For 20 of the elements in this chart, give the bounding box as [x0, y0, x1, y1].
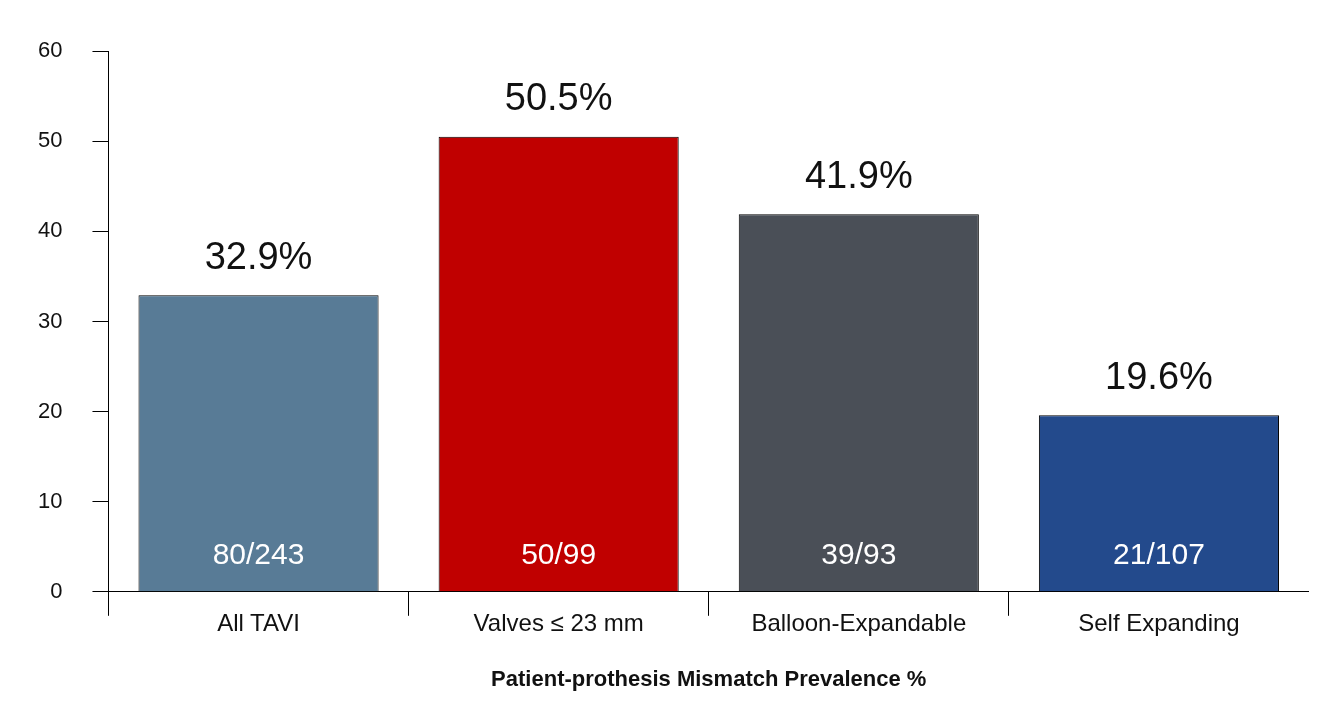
- y-tick-label: 30: [37, 307, 63, 333]
- annotation: 80/243: [212, 537, 305, 571]
- y-tick-label: 50: [37, 127, 63, 153]
- x-tick-label: Balloon-Expandable: [751, 608, 967, 636]
- y-tick-label: 40: [37, 217, 63, 243]
- y-tick-label: 20: [37, 397, 63, 423]
- data-label: 19.6%: [1105, 354, 1213, 397]
- y-tick-label: 60: [37, 37, 63, 63]
- x-tick-label: Self Expanding: [1078, 608, 1240, 636]
- data-label: 41.9%: [804, 153, 913, 196]
- x-tick-label: All TAVI: [217, 608, 300, 636]
- data-label: 32.9%: [204, 234, 313, 277]
- annotation: 39/93: [821, 537, 897, 571]
- x-tick-label: Valves ≤ 23 mm: [473, 608, 644, 636]
- x-axis-title: Patient-prothesis Mismatch Prevalence %: [491, 665, 927, 691]
- annotation: 50/99: [521, 537, 597, 571]
- annotation: 21/107: [1113, 537, 1205, 571]
- y-tick-label: 10: [37, 487, 63, 513]
- data-label: 50.5%: [504, 76, 613, 119]
- y-tick-label: 0: [50, 577, 63, 603]
